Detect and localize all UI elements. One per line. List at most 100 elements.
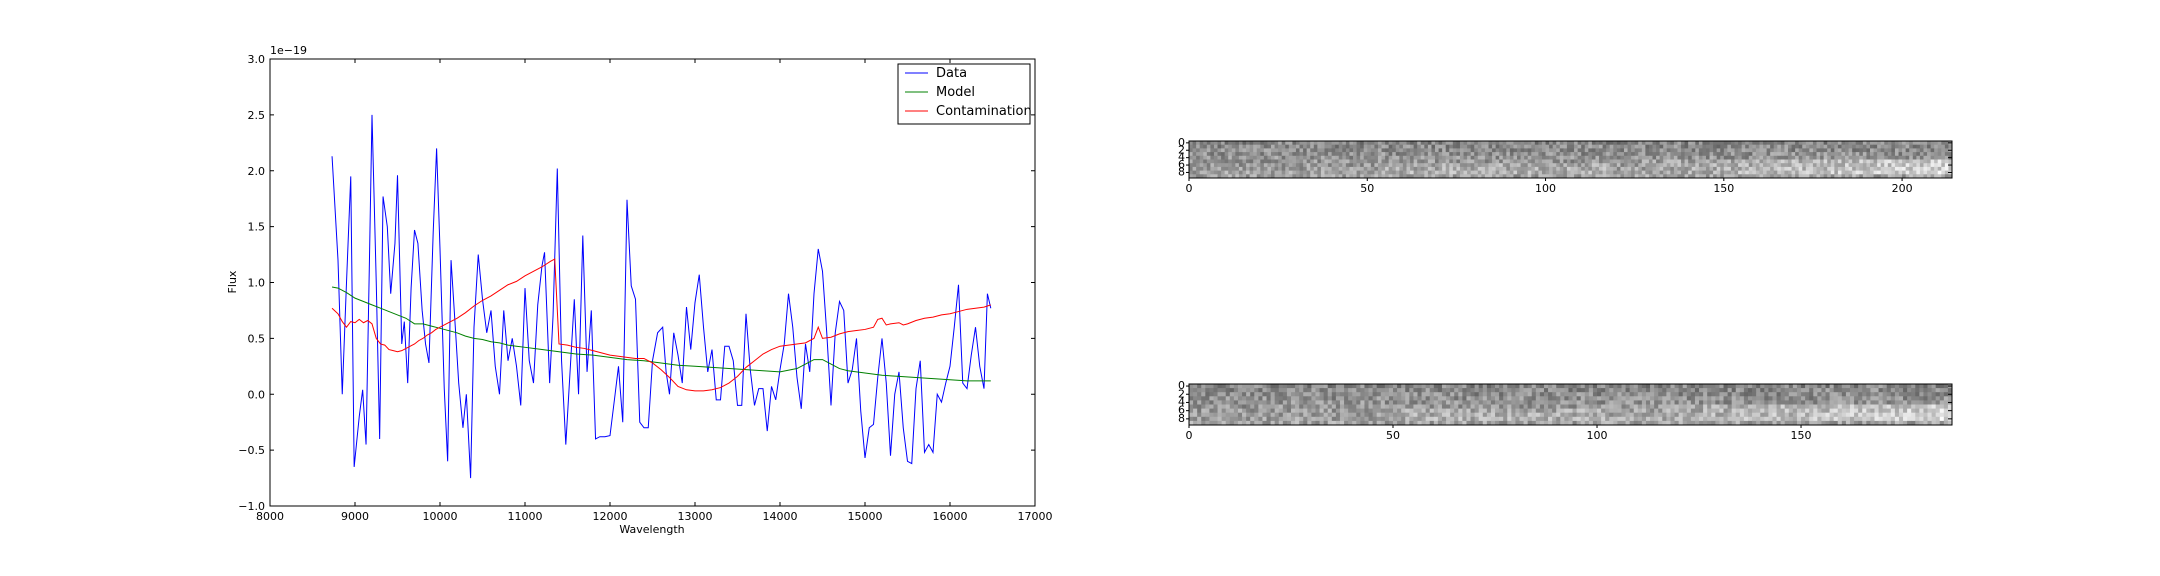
image-pixel [1684, 155, 1689, 160]
image-pixel [1777, 170, 1782, 175]
image-pixel [1748, 144, 1753, 149]
image-pixel [1352, 400, 1357, 405]
image-pixel [1417, 174, 1422, 179]
image-pixel [1417, 408, 1422, 414]
image-pixel [1627, 174, 1632, 179]
image-pixel [1694, 408, 1700, 414]
image-pixel [1866, 163, 1871, 168]
image-pixel [1360, 148, 1365, 153]
image-pixel [1413, 384, 1418, 389]
image-pixel [1410, 155, 1415, 160]
image-pixel [1534, 159, 1539, 164]
image-pixel [1196, 166, 1201, 171]
image-pixel [1495, 392, 1500, 397]
image-pixel [1772, 420, 1777, 426]
image-pixel [1224, 148, 1229, 153]
image-pixel [1659, 163, 1664, 168]
y-tick-label: 2.0 [248, 165, 266, 178]
image-pixel [1559, 163, 1564, 168]
image-pixel [1502, 141, 1507, 146]
image-pixel [1734, 144, 1739, 149]
image-pixel [1315, 396, 1320, 401]
image-pixel [1456, 166, 1461, 171]
image-pixel [1641, 174, 1646, 179]
image-pixel [1486, 400, 1492, 405]
image-pixel [1313, 144, 1318, 149]
image-pixel [1898, 148, 1903, 153]
image-pixel [1495, 416, 1500, 422]
image-pixel [1254, 404, 1259, 409]
image-pixel [1841, 141, 1846, 146]
image-pixel [1941, 155, 1946, 160]
image-pixel [1595, 144, 1600, 149]
image-pixel [1654, 412, 1659, 418]
image-pixel [1866, 392, 1871, 397]
image-pixel [1492, 152, 1497, 157]
image-pixel [1527, 174, 1532, 179]
image-pixel [1331, 141, 1336, 146]
image-pixel [1866, 412, 1871, 418]
image-pixel [1381, 144, 1386, 149]
image-pixel [1637, 416, 1643, 422]
image-pixel [1317, 163, 1322, 168]
image-pixel [1866, 152, 1871, 157]
image-pixel [1606, 170, 1611, 175]
image-pixel [1580, 396, 1586, 401]
image-pixel [1262, 412, 1267, 418]
image-pixel [1870, 412, 1875, 418]
image-pixel [1884, 159, 1889, 164]
image-pixel [1376, 400, 1382, 405]
image-pixel [1189, 404, 1194, 409]
image-pixel [1274, 392, 1280, 397]
image-pixel [1242, 159, 1247, 164]
image-pixel [1613, 420, 1618, 426]
image-pixel [1616, 152, 1621, 157]
image-pixel [1249, 148, 1254, 153]
image-pixel [1891, 174, 1896, 179]
image-pixel [1238, 152, 1243, 157]
image-pixel [1739, 404, 1745, 409]
image-pixel [1462, 420, 1467, 426]
image-pixel [1756, 392, 1761, 397]
image-pixel [1303, 166, 1308, 171]
image-pixel [1310, 141, 1315, 146]
image-pixel [1723, 148, 1728, 153]
image-pixel [1452, 144, 1457, 149]
image-pixel [1690, 420, 1696, 426]
image-pixel [1205, 420, 1210, 426]
image-pixel [1456, 148, 1461, 153]
image-pixel [1870, 148, 1874, 153]
image-pixel [1299, 144, 1304, 149]
image-pixel [1719, 388, 1724, 393]
image-pixel [1250, 408, 1255, 414]
image-pixel [1570, 144, 1575, 149]
image-pixel [1770, 148, 1775, 153]
image-pixel [1393, 400, 1398, 405]
image-pixel [1597, 404, 1602, 409]
image-pixel [1809, 404, 1814, 409]
image-pixel [1213, 392, 1218, 397]
image-pixel [1909, 141, 1914, 146]
image-pixel [1466, 400, 1471, 405]
image-pixel [1595, 141, 1600, 146]
image-pixel [1192, 148, 1197, 153]
image-pixel [1688, 174, 1693, 179]
image-pixel [1331, 392, 1337, 397]
image-pixel [1792, 396, 1798, 401]
image-pixel [1601, 408, 1606, 414]
image-pixel [1752, 384, 1757, 389]
image-pixel [1459, 170, 1464, 175]
image-pixel [1580, 408, 1586, 414]
image-pixel [1684, 141, 1689, 146]
image-pixel [1845, 155, 1850, 160]
image-pixel [1784, 152, 1789, 157]
image-pixel [1395, 166, 1400, 171]
image-pixel [1747, 392, 1753, 397]
image-pixel [1203, 170, 1208, 175]
image-pixel [1613, 384, 1618, 389]
image-pixel [1703, 404, 1708, 409]
image-pixel [1568, 396, 1573, 401]
image-pixel [1916, 141, 1921, 146]
image-pixel [1406, 144, 1411, 149]
image-pixel [1420, 159, 1425, 164]
